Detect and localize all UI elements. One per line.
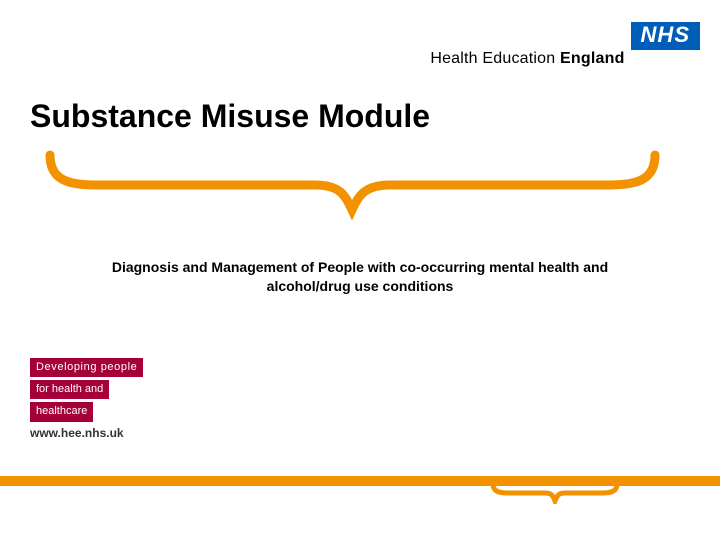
header-text-bold: England	[560, 50, 625, 67]
header-text-light: Health Education	[430, 50, 555, 67]
nhs-badge: NHS	[631, 22, 700, 50]
tagline-3: healthcare	[30, 402, 93, 421]
brace-small-decoration	[490, 482, 620, 504]
tagline-block: Developing people for health and healthc…	[30, 358, 143, 422]
brace-small-icon	[490, 482, 620, 504]
tagline-1: Developing people	[30, 358, 143, 377]
brace-icon	[45, 150, 660, 220]
page-title: Substance Misuse Module	[30, 98, 430, 135]
website-url: www.hee.nhs.uk	[30, 426, 124, 440]
tagline-2: for health and	[30, 380, 109, 399]
subtitle: Diagnosis and Management of People with …	[90, 258, 630, 296]
header-logo: Health Education England NHS	[430, 22, 700, 68]
brace-decoration	[45, 150, 660, 220]
header-text: Health Education England	[430, 22, 624, 68]
